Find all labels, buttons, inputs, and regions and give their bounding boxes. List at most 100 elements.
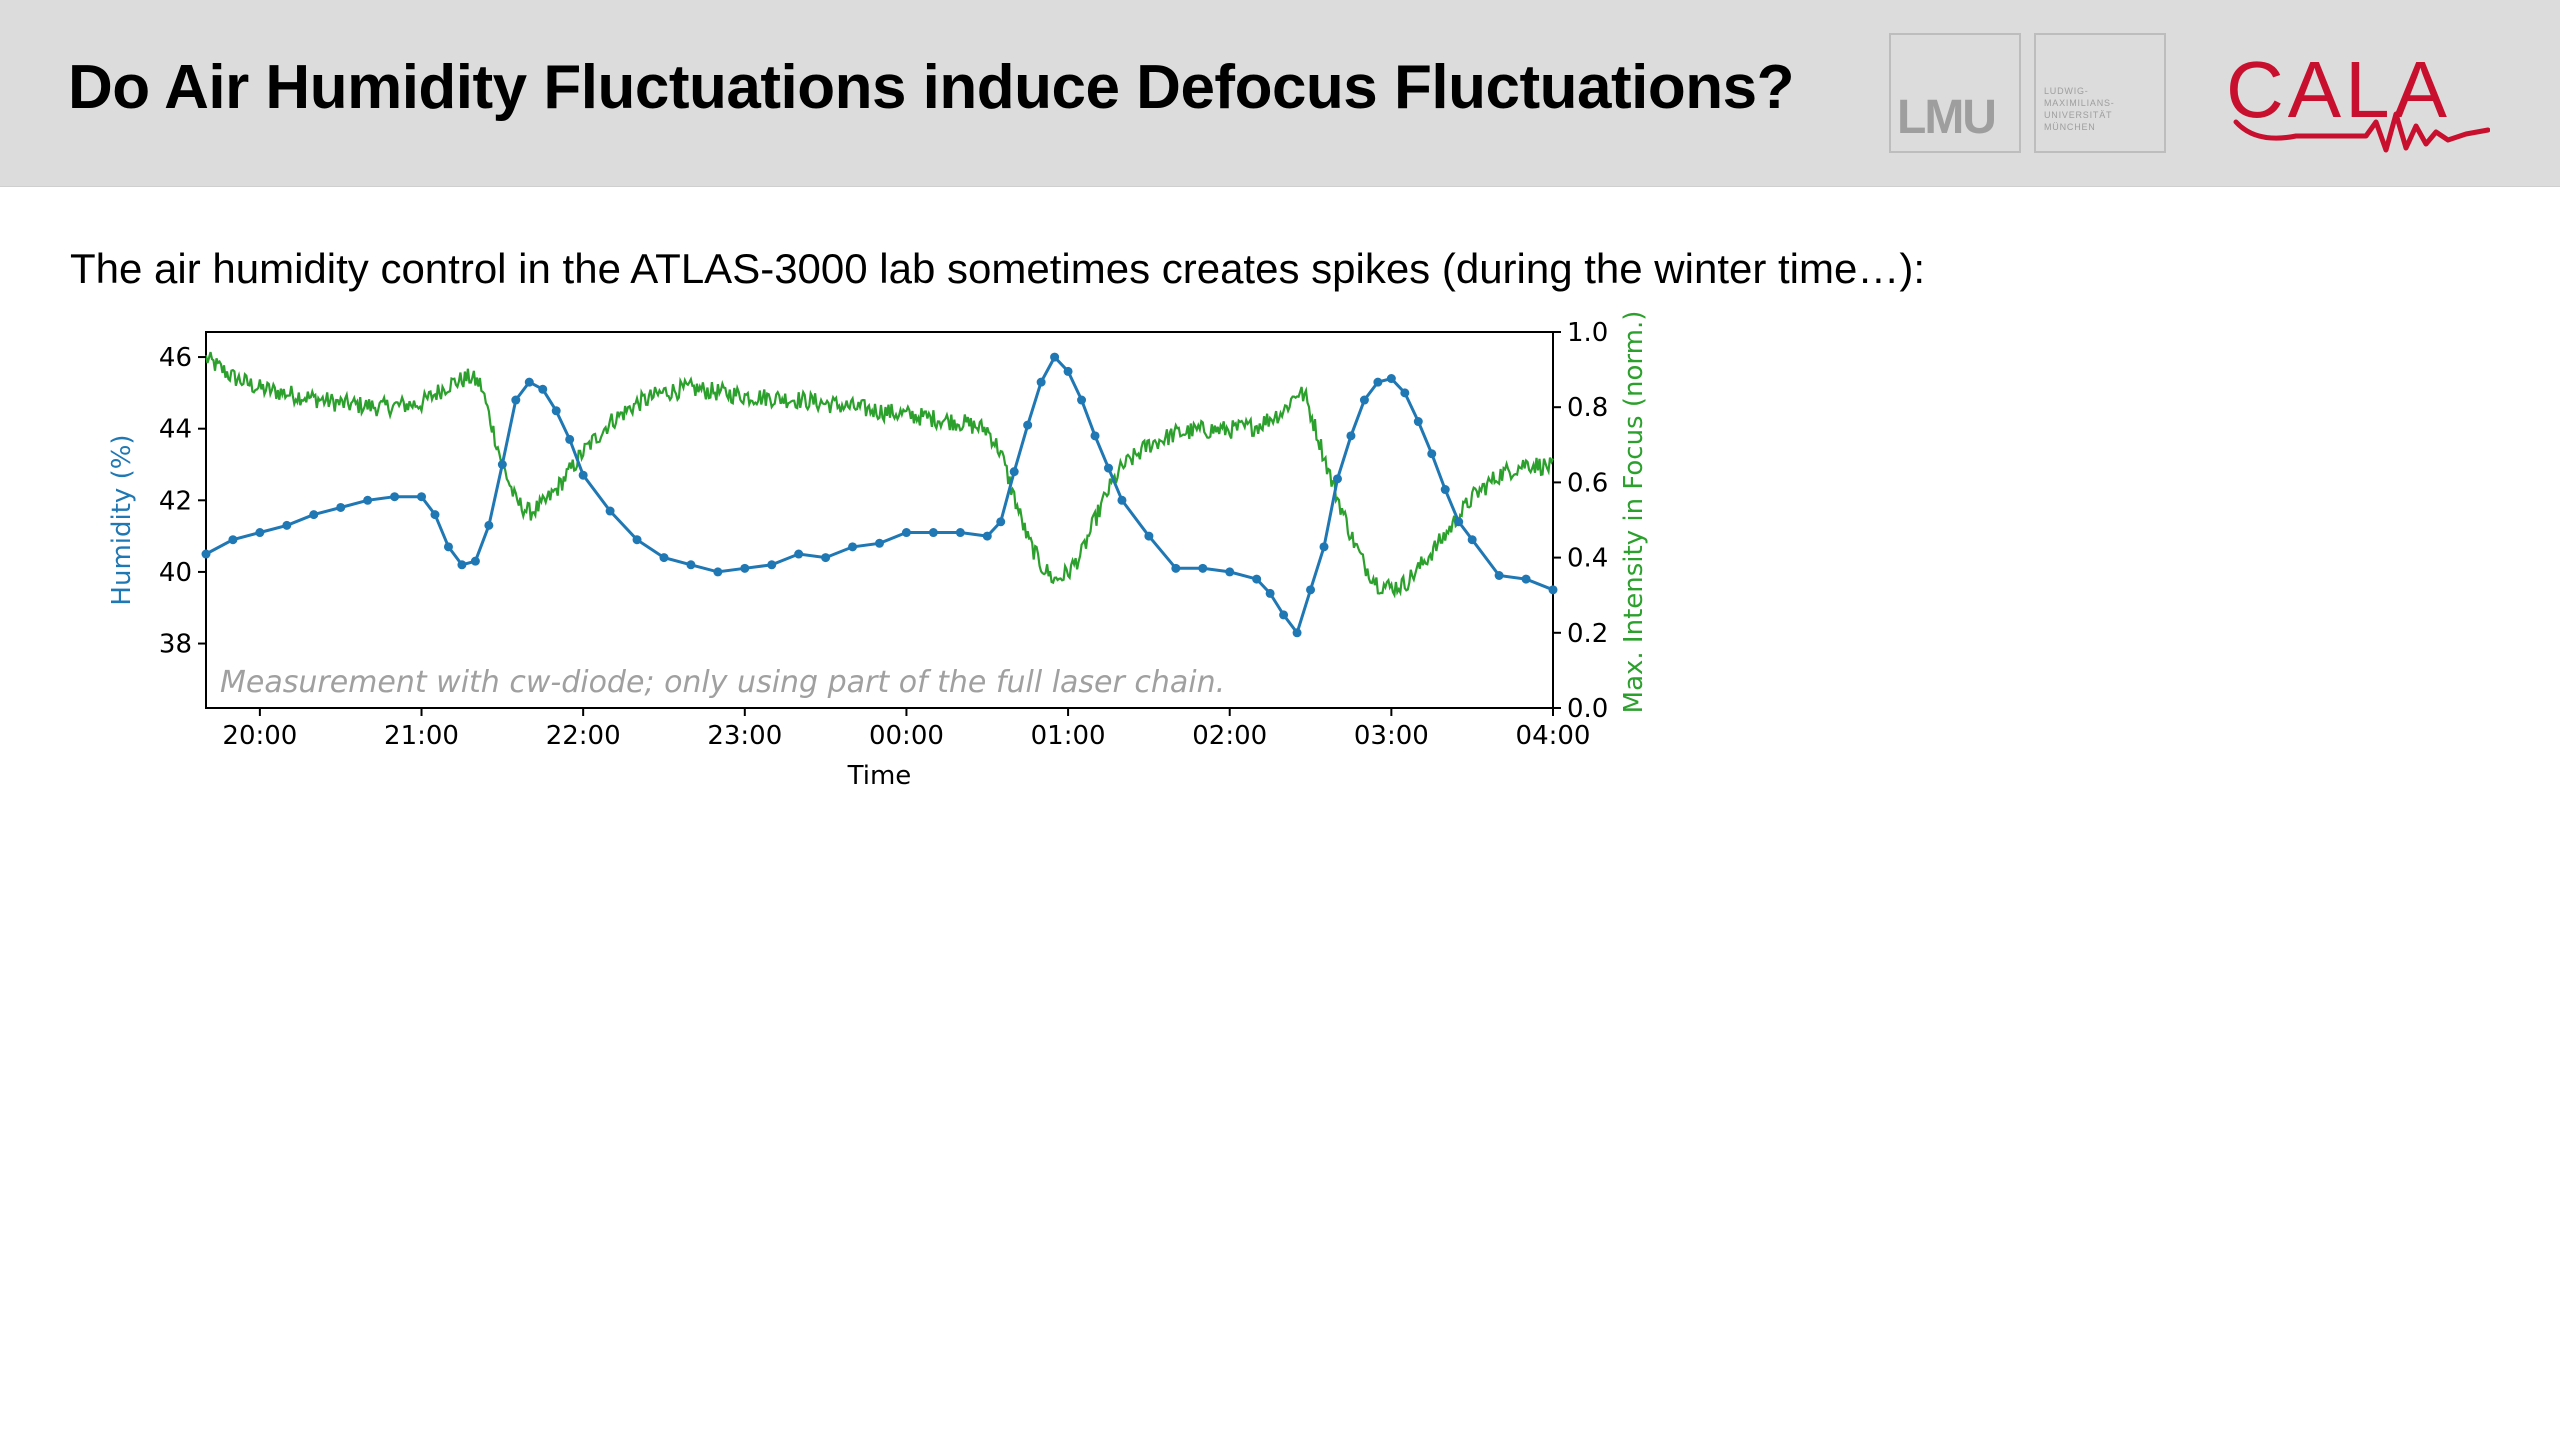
cala-logo: CALA bbox=[2226, 44, 2490, 154]
chart-annotation: Measurement with cw-diode; only using pa… bbox=[220, 665, 1225, 700]
humidity-point-32 bbox=[901, 528, 911, 538]
humidity-point-20 bbox=[578, 470, 588, 480]
x-tick-label-0: 20:00 bbox=[222, 721, 297, 751]
humidity-point-30 bbox=[848, 542, 858, 552]
humidity-point-39 bbox=[1036, 377, 1046, 387]
y-left-axis-label: Humidity (%) bbox=[107, 434, 137, 605]
lmu-logo: LMU bbox=[1889, 33, 2021, 153]
humidity-point-47 bbox=[1171, 563, 1181, 573]
humidity-point-65 bbox=[1454, 517, 1464, 527]
x-tick-label-7: 03:00 bbox=[1354, 721, 1429, 751]
humidity-point-50 bbox=[1252, 574, 1262, 584]
lmu-university-logo-text: LUDWIG- MAXIMILIANS- UNIVERSITÄT MÜNCHEN bbox=[2044, 86, 2115, 132]
humidity-point-12 bbox=[470, 556, 480, 566]
humidity-point-37 bbox=[1009, 467, 1019, 477]
humidity-point-1 bbox=[228, 535, 238, 545]
humidity-point-52 bbox=[1279, 610, 1289, 620]
humidity-point-48 bbox=[1198, 563, 1208, 573]
y-left-tick-label-4: 46 bbox=[159, 343, 192, 373]
lmu-logo-text: LMU bbox=[1897, 91, 1997, 144]
humidity-point-28 bbox=[794, 549, 804, 559]
humidity-point-34 bbox=[955, 528, 965, 538]
x-tick-label-6: 02:00 bbox=[1192, 721, 1267, 751]
intro-text: The air humidity control in the ATLAS-30… bbox=[70, 245, 1926, 292]
humidity-point-6 bbox=[363, 495, 373, 505]
x-tick-label-5: 01:00 bbox=[1031, 721, 1106, 751]
y-left-axis-ticks: 38 40 42 44 46 bbox=[159, 343, 206, 660]
humidity-point-61 bbox=[1400, 388, 1410, 398]
humidity-point-7 bbox=[390, 492, 400, 502]
humidity-point-10 bbox=[443, 542, 453, 552]
y-right-tick-label-5: 1.0 bbox=[1567, 318, 1608, 348]
humidity-point-25 bbox=[713, 567, 723, 577]
humidity-point-11 bbox=[457, 560, 467, 570]
humidity-point-60 bbox=[1386, 374, 1396, 384]
humidity-point-29 bbox=[821, 553, 831, 563]
cala-logo-text: CALA bbox=[2226, 45, 2451, 134]
humidity-point-3 bbox=[282, 520, 292, 530]
humidity-series-markers bbox=[201, 352, 1558, 638]
humidity-point-64 bbox=[1440, 485, 1450, 495]
humidity-point-4 bbox=[309, 510, 319, 520]
x-tick-label-1: 21:00 bbox=[384, 721, 459, 751]
humidity-point-66 bbox=[1467, 535, 1477, 545]
humidity-point-23 bbox=[659, 553, 669, 563]
humidity-point-63 bbox=[1427, 449, 1437, 459]
y-right-axis-ticks: 0.0 0.2 0.4 0.6 0.8 1.0 bbox=[1553, 318, 1608, 724]
cala-wave-icon bbox=[2233, 111, 2490, 153]
humidity-point-57 bbox=[1346, 431, 1356, 441]
humidity-point-17 bbox=[538, 384, 548, 394]
humidity-point-59 bbox=[1373, 377, 1383, 387]
humidity-point-46 bbox=[1144, 531, 1154, 541]
x-axis-label: Time bbox=[847, 761, 912, 791]
x-tick-label-8: 04:00 bbox=[1516, 721, 1591, 751]
y-right-tick-label-0: 0.0 bbox=[1567, 694, 1608, 724]
humidity-point-19 bbox=[565, 434, 575, 444]
humidity-point-22 bbox=[632, 535, 642, 545]
humidity-point-43 bbox=[1090, 431, 1100, 441]
humidity-point-9 bbox=[430, 510, 440, 520]
humidity-point-49 bbox=[1225, 567, 1235, 577]
humidity-point-14 bbox=[497, 459, 507, 469]
humidity-point-53 bbox=[1292, 628, 1302, 638]
humidity-point-58 bbox=[1359, 395, 1369, 405]
y-right-tick-label-3: 0.6 bbox=[1567, 468, 1608, 498]
humidity-point-51 bbox=[1265, 588, 1275, 598]
y-right-tick-label-4: 0.8 bbox=[1567, 393, 1608, 423]
y-right-tick-label-2: 0.4 bbox=[1567, 544, 1608, 574]
humidity-point-69 bbox=[1548, 585, 1558, 595]
humidity-point-44 bbox=[1103, 463, 1113, 473]
x-tick-label-4: 00:00 bbox=[869, 721, 944, 751]
humidity-point-45 bbox=[1117, 495, 1127, 505]
humidity-point-27 bbox=[767, 560, 777, 570]
plot-frame bbox=[205, 331, 1554, 709]
y-left-tick-label-1: 40 bbox=[159, 558, 192, 588]
humidity-point-13 bbox=[484, 520, 494, 530]
humidity-point-36 bbox=[996, 517, 1006, 527]
y-right-tick-label-1: 0.2 bbox=[1567, 619, 1608, 649]
humidity-point-33 bbox=[928, 528, 938, 538]
humidity-focus-chart: Measurement with cw-diode; only using pa… bbox=[107, 311, 1649, 791]
humidity-point-40 bbox=[1050, 352, 1060, 362]
humidity-point-68 bbox=[1521, 574, 1531, 584]
humidity-point-5 bbox=[336, 502, 346, 512]
humidity-point-41 bbox=[1063, 366, 1073, 376]
humidity-point-21 bbox=[605, 506, 615, 516]
y-left-tick-label-0: 38 bbox=[159, 630, 192, 660]
humidity-series-line bbox=[205, 354, 1554, 637]
humidity-point-0 bbox=[201, 549, 211, 559]
x-tick-label-2: 22:00 bbox=[546, 721, 621, 751]
humidity-point-8 bbox=[417, 492, 427, 502]
humidity-point-15 bbox=[511, 395, 521, 405]
humidity-point-54 bbox=[1306, 585, 1316, 595]
humidity-point-24 bbox=[686, 560, 696, 570]
humidity-point-31 bbox=[875, 538, 884, 548]
humidity-point-38 bbox=[1023, 420, 1033, 430]
humidity-point-18 bbox=[551, 406, 561, 416]
humidity-point-2 bbox=[255, 528, 265, 538]
intensity-series-line bbox=[204, 351, 1555, 599]
plot-area bbox=[201, 331, 1558, 709]
humidity-point-26 bbox=[740, 563, 750, 573]
humidity-point-62 bbox=[1413, 417, 1423, 427]
humidity-point-55 bbox=[1319, 542, 1329, 552]
